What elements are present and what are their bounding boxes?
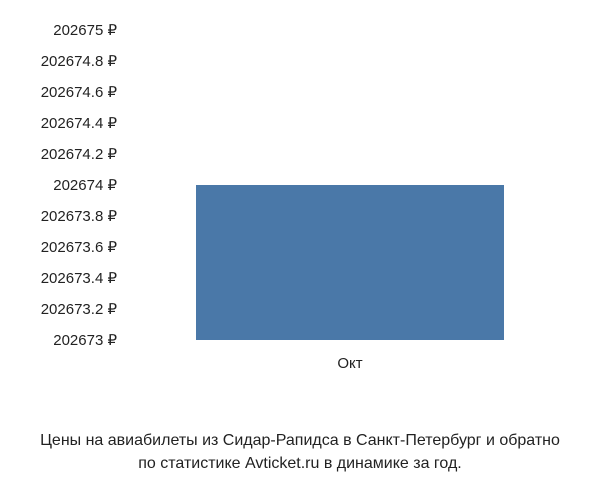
y-axis: 202675 ₽202674.8 ₽202674.6 ₽202674.4 ₽20… [0, 30, 125, 340]
caption-line-2: по статистике Avticket.ru в динамике за … [138, 455, 462, 472]
x-tick-label: Окт [337, 355, 362, 372]
y-tick-label: 202673.8 ₽ [41, 207, 117, 225]
bar [196, 185, 504, 340]
y-tick-label: 202673.4 ₽ [41, 269, 117, 287]
y-tick-label: 202674.4 ₽ [41, 114, 117, 132]
y-tick-label: 202675 ₽ [53, 21, 117, 39]
y-tick-label: 202673.6 ₽ [41, 238, 117, 256]
x-axis: Окт [130, 350, 570, 380]
caption-line-1: Цены на авиабилеты из Сидар-Рапидса в Са… [40, 432, 560, 449]
y-tick-label: 202673 ₽ [53, 331, 117, 349]
chart-caption: Цены на авиабилеты из Сидар-Рапидса в Са… [0, 430, 600, 475]
plot-area [130, 30, 570, 340]
y-tick-label: 202674 ₽ [53, 176, 117, 194]
y-tick-label: 202674.6 ₽ [41, 83, 117, 101]
y-tick-label: 202673.2 ₽ [41, 300, 117, 318]
y-tick-label: 202674.2 ₽ [41, 145, 117, 163]
chart-container: 202675 ₽ 202674.8 ₽ 202674.6 ₽ 202674.4 ₽ 20… [0, 0, 600, 400]
y-tick-label: 202674.8 ₽ [41, 52, 117, 70]
